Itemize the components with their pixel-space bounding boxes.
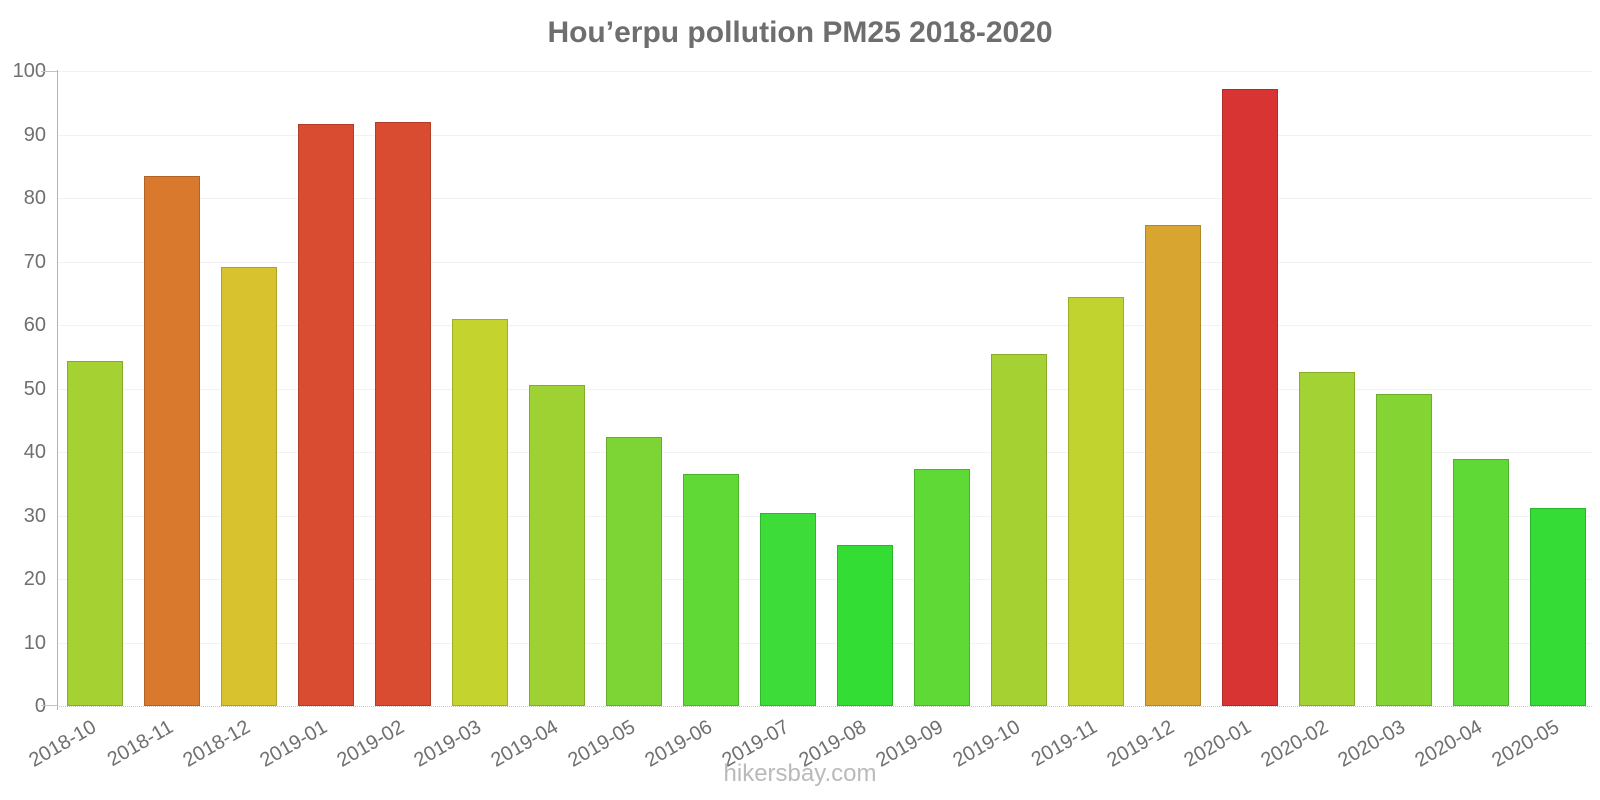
y-axis-tick-0 (41, 705, 57, 706)
y-tick-label-40: 40 (23, 441, 46, 463)
bar-2019-02 (374, 122, 431, 706)
gridline-100 (57, 71, 1592, 72)
bar-2019-03 (451, 319, 508, 706)
gridline-20 (57, 579, 1592, 580)
bar-2019-09 (913, 469, 970, 706)
gridline-50 (57, 388, 1592, 390)
bar-2019-10 (990, 354, 1047, 706)
gridline-90 (57, 134, 1592, 136)
chart-title: Hou’erpu pollution PM25 2018-2020 (547, 16, 1053, 49)
y-tick-label-60: 60 (23, 314, 46, 336)
bar-2018-12 (220, 267, 277, 706)
y-tick-label-30: 30 (23, 504, 46, 527)
y-tick-label-100: 100 (12, 60, 46, 82)
bar-2019-07 (759, 513, 816, 706)
y-tick-label-80: 80 (23, 187, 46, 209)
gridline-80 (57, 198, 1592, 199)
bar-2019-04 (528, 385, 585, 706)
gridline-60 (57, 325, 1592, 326)
bar-2019-01 (297, 124, 354, 706)
bar-2019-11 (1067, 297, 1124, 706)
bar-2019-05 (605, 437, 662, 706)
y-tick-label-0: 0 (34, 695, 46, 717)
bar-2019-08 (836, 545, 893, 706)
y-axis-tick-100 (41, 71, 57, 72)
bar-2018-10 (66, 361, 123, 706)
bar-2020-01 (1221, 89, 1278, 706)
gridline-70 (57, 261, 1592, 263)
x-axis-baseline (57, 706, 1592, 707)
bar-2019-06 (682, 474, 739, 706)
watermark-text: hikersbay.com (723, 760, 877, 787)
gridline-10 (57, 642, 1592, 644)
gridline-40 (57, 452, 1592, 453)
bar-2020-02 (1298, 372, 1355, 706)
y-axis-line (57, 70, 58, 710)
gridline-30 (57, 515, 1592, 517)
bar-2020-05 (1529, 508, 1586, 706)
y-tick-label-20: 20 (23, 568, 46, 590)
bar-2019-12 (1144, 225, 1201, 706)
y-tick-label-50: 50 (23, 377, 46, 400)
y-tick-label-10: 10 (23, 631, 46, 654)
y-tick-label-70: 70 (23, 250, 46, 273)
bar-2018-11 (143, 176, 200, 706)
bar-2020-04 (1452, 459, 1509, 706)
y-tick-label-90: 90 (23, 123, 46, 146)
bar-2020-03 (1375, 394, 1432, 706)
